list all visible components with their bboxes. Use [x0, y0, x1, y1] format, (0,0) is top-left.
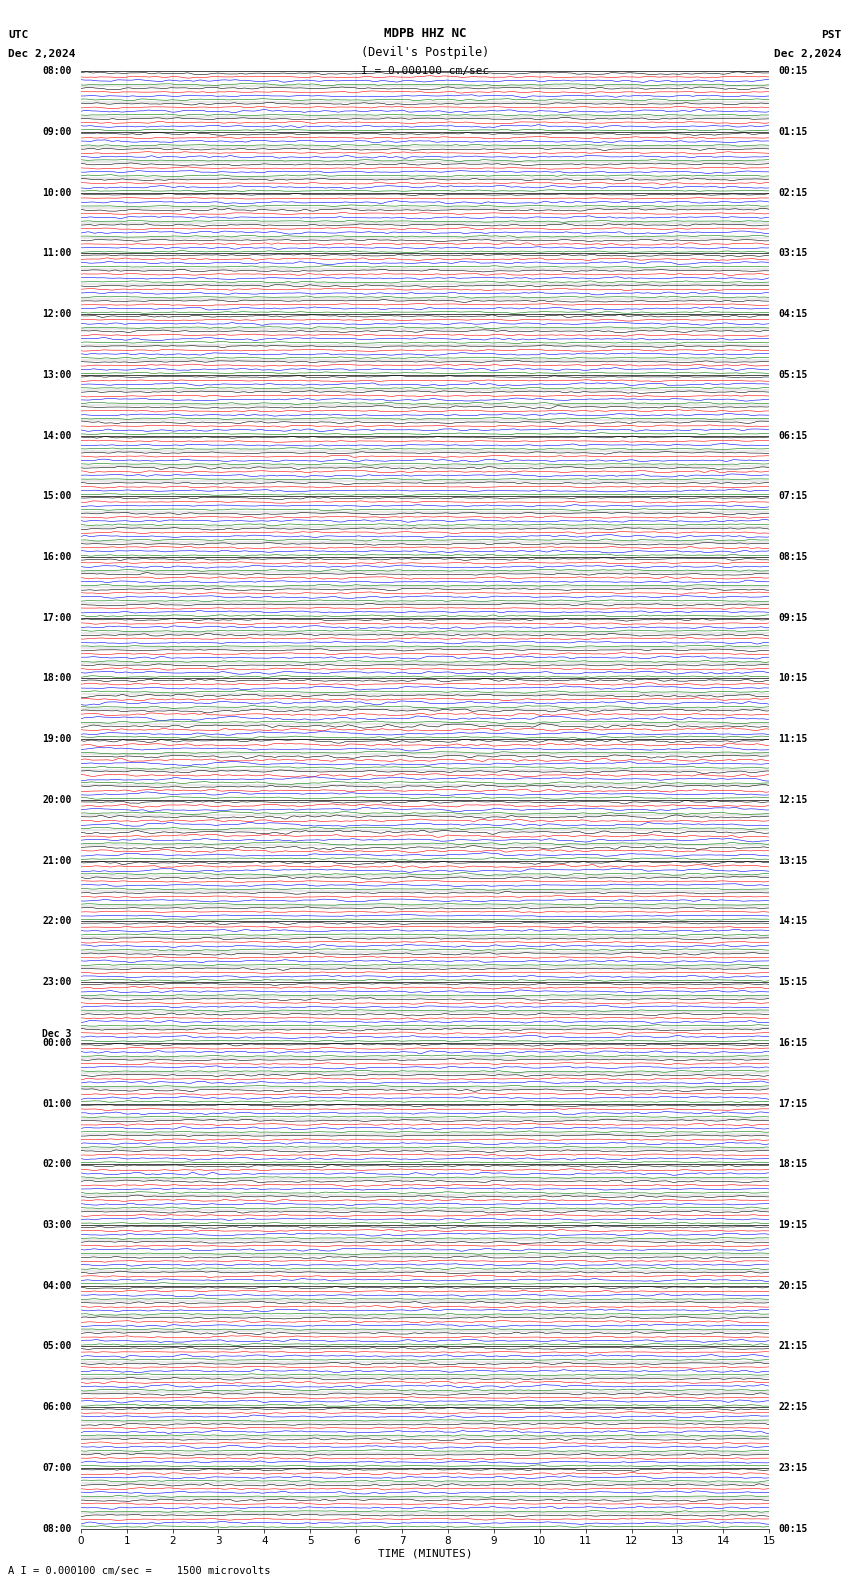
Text: 02:15: 02:15 [779, 188, 808, 198]
Text: 01:00: 01:00 [42, 1099, 71, 1109]
Text: Dec 2,2024: Dec 2,2024 [8, 49, 76, 59]
Text: 14:00: 14:00 [42, 431, 71, 440]
Text: 13:15: 13:15 [779, 855, 808, 865]
Text: 05:15: 05:15 [779, 371, 808, 380]
Text: 22:15: 22:15 [779, 1402, 808, 1411]
Text: 04:00: 04:00 [42, 1281, 71, 1291]
Text: 08:15: 08:15 [779, 553, 808, 562]
Text: 14:15: 14:15 [779, 917, 808, 927]
Text: 18:15: 18:15 [779, 1159, 808, 1169]
Text: 11:15: 11:15 [779, 735, 808, 744]
Text: Dec 2,2024: Dec 2,2024 [774, 49, 842, 59]
Text: 02:00: 02:00 [42, 1159, 71, 1169]
Text: 07:15: 07:15 [779, 491, 808, 501]
Text: 18:00: 18:00 [42, 673, 71, 683]
Text: I = 0.000100 cm/sec: I = 0.000100 cm/sec [361, 67, 489, 76]
Text: 00:00: 00:00 [42, 1038, 71, 1047]
Text: 11:00: 11:00 [42, 249, 71, 258]
Text: 00:15: 00:15 [779, 1524, 808, 1533]
Text: 10:15: 10:15 [779, 673, 808, 683]
Text: PST: PST [821, 30, 842, 40]
Text: 06:00: 06:00 [42, 1402, 71, 1411]
Text: 07:00: 07:00 [42, 1464, 71, 1473]
Text: 06:15: 06:15 [779, 431, 808, 440]
Text: 09:00: 09:00 [42, 127, 71, 136]
Text: 01:15: 01:15 [779, 127, 808, 136]
Text: 13:00: 13:00 [42, 371, 71, 380]
Text: 09:15: 09:15 [779, 613, 808, 623]
Text: Dec 3: Dec 3 [42, 1030, 71, 1039]
Text: 17:00: 17:00 [42, 613, 71, 623]
Text: 20:15: 20:15 [779, 1281, 808, 1291]
Text: UTC: UTC [8, 30, 29, 40]
Text: 00:15: 00:15 [779, 67, 808, 76]
X-axis label: TIME (MINUTES): TIME (MINUTES) [377, 1548, 473, 1559]
Text: A I = 0.000100 cm/sec =    1500 microvolts: A I = 0.000100 cm/sec = 1500 microvolts [8, 1567, 271, 1576]
Text: 04:15: 04:15 [779, 309, 808, 318]
Text: 16:15: 16:15 [779, 1038, 808, 1047]
Text: 19:00: 19:00 [42, 735, 71, 744]
Text: 15:00: 15:00 [42, 491, 71, 501]
Text: 20:00: 20:00 [42, 795, 71, 805]
Text: 15:15: 15:15 [779, 977, 808, 987]
Text: 17:15: 17:15 [779, 1099, 808, 1109]
Text: 03:00: 03:00 [42, 1220, 71, 1229]
Text: 23:00: 23:00 [42, 977, 71, 987]
Text: 22:00: 22:00 [42, 917, 71, 927]
Text: 03:15: 03:15 [779, 249, 808, 258]
Text: (Devil's Postpile): (Devil's Postpile) [361, 46, 489, 59]
Text: MDPB HHZ NC: MDPB HHZ NC [383, 27, 467, 40]
Text: 08:00: 08:00 [42, 67, 71, 76]
Text: 10:00: 10:00 [42, 188, 71, 198]
Text: 08:00: 08:00 [42, 1524, 71, 1533]
Text: 23:15: 23:15 [779, 1464, 808, 1473]
Text: 16:00: 16:00 [42, 553, 71, 562]
Text: 21:00: 21:00 [42, 855, 71, 865]
Text: 05:00: 05:00 [42, 1342, 71, 1351]
Text: 21:15: 21:15 [779, 1342, 808, 1351]
Text: 12:00: 12:00 [42, 309, 71, 318]
Text: 12:15: 12:15 [779, 795, 808, 805]
Text: 19:15: 19:15 [779, 1220, 808, 1229]
